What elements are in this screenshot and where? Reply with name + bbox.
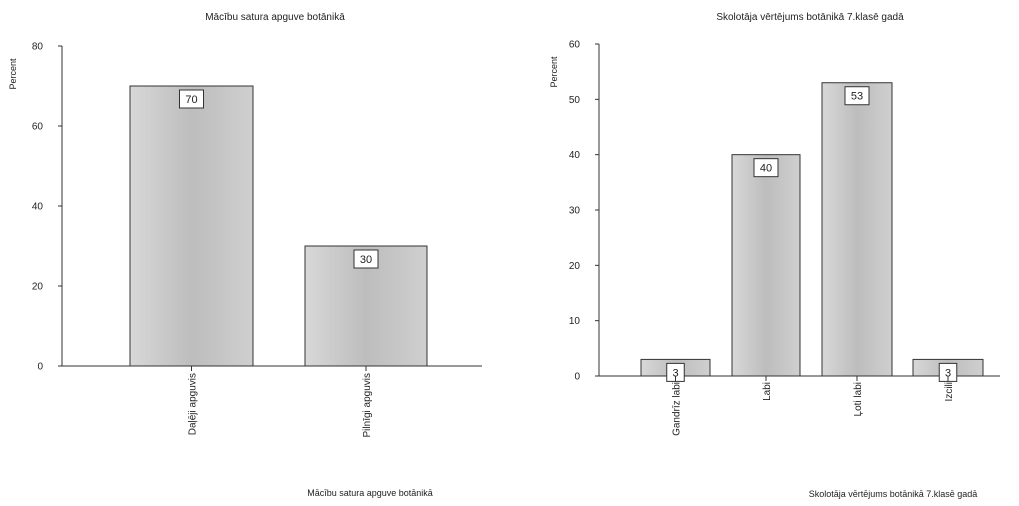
chart-1-caption: Mācību satura apguve botānikā — [307, 488, 433, 498]
chart-1-x-tick-label: Pilnīgi apguvis — [362, 373, 373, 437]
chart-1: Mācību satura apguve botānikā Percent Mā… — [8, 12, 482, 498]
chart-2-y-tick-label: 40 — [569, 150, 581, 161]
chart-2-y-tick-label: 60 — [569, 40, 581, 51]
chart-2-data-label-box — [938, 362, 958, 382]
chart-2-data-label: 3 — [672, 367, 678, 379]
chart-2-data-label-box — [844, 86, 870, 106]
chart-2-data-label: 3 — [945, 367, 951, 379]
chart-1-bar — [129, 85, 254, 367]
chart-2-bar — [731, 154, 801, 377]
chart-2-x-tick-label: Ļoti labi — [853, 382, 864, 416]
chart-1-y-tick-label: 80 — [32, 42, 44, 53]
chart-2-title: Skolotāja vērtējums botānikā 7.klasē gad… — [716, 12, 904, 23]
chart-2-data-label-box — [666, 362, 685, 382]
chart-2-x-tick-label: Gandrīz labi — [672, 382, 683, 436]
chart-1-y-tick-label: 0 — [37, 362, 43, 373]
chart-2-caption: Skolotāja vērtējums botānikā 7.klasē gad… — [809, 489, 978, 499]
chart-1-title: Mācību satura apguve botānikā — [205, 12, 345, 23]
chart-1-data-label: 30 — [360, 254, 372, 266]
chart-2-y-tick-label: 10 — [569, 316, 581, 327]
chart-2-data-label: 40 — [760, 163, 772, 175]
chart-2-y-axis-label: Percent — [549, 56, 559, 88]
chart-2-y-tick-label: 20 — [569, 261, 581, 272]
chart-2-y-tick-label: 50 — [569, 95, 581, 106]
chart-1-data-label: 70 — [185, 94, 197, 106]
chart-1-y-axis-label: Percent — [8, 58, 18, 90]
chart-2-y-tick-label: 0 — [574, 372, 580, 383]
chart-2-bar — [821, 82, 893, 377]
chart-1-data-label-box — [353, 249, 379, 269]
chart-2-x-tick-label: Labi — [762, 382, 773, 401]
chart-2-x-tick-label: Izcili — [944, 382, 955, 401]
chart-1-y-tick-label: 60 — [32, 122, 44, 133]
chart-2: Skolotāja vērtējums botānikā 7.klasē gad… — [549, 12, 1000, 499]
chart-1-y-tick-label: 40 — [32, 202, 44, 213]
chart-1-x-tick-label: Daļēji apguvis — [188, 373, 199, 435]
chart-1-y-tick-label: 20 — [32, 282, 44, 293]
chart-2-data-label-box — [753, 158, 779, 178]
chart-2-y-tick-label: 30 — [569, 206, 581, 217]
chart-1-data-label-box — [179, 89, 204, 109]
chart-2-data-label: 53 — [851, 91, 863, 103]
